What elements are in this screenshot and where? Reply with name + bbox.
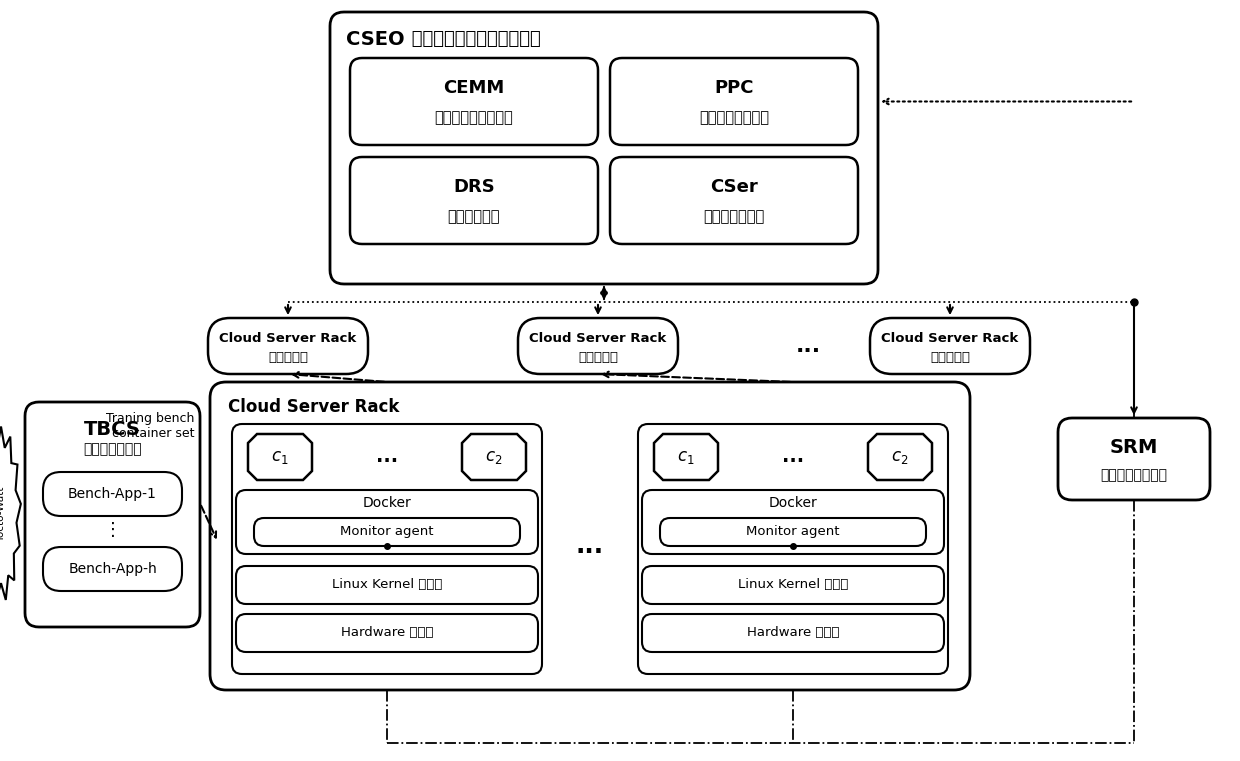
Text: TBCS: TBCS [84,420,141,439]
Text: 容器能耗模型管理器: 容器能耗模型管理器 [435,110,513,125]
Text: Traning bench
container set: Traning bench container set [105,412,193,440]
Text: ...: ... [795,336,821,356]
Text: 容器性能测试池: 容器性能测试池 [83,442,141,456]
FancyBboxPatch shape [642,490,944,554]
Polygon shape [0,426,21,600]
Text: 服务器资源监控器: 服务器资源监控器 [1101,469,1168,482]
Text: Cloud Server Rack: Cloud Server Rack [228,398,399,416]
FancyBboxPatch shape [330,12,878,284]
Text: $c_1$: $c_1$ [677,448,694,466]
FancyBboxPatch shape [232,424,542,674]
FancyBboxPatch shape [350,157,598,244]
FancyBboxPatch shape [1058,418,1210,500]
FancyBboxPatch shape [610,157,858,244]
FancyBboxPatch shape [236,490,538,554]
Text: Bench-App-h: Bench-App-h [68,562,157,576]
FancyBboxPatch shape [642,566,944,604]
Text: SRM: SRM [1110,438,1158,457]
Text: Linux Kernel 系统层: Linux Kernel 系统层 [738,578,848,591]
Text: 动态调整模块: 动态调整模块 [448,209,500,224]
Text: Docker: Docker [769,496,817,510]
Polygon shape [868,434,932,480]
Text: ...: ... [376,447,398,466]
Text: CSer: CSer [711,178,758,196]
FancyBboxPatch shape [642,614,944,652]
FancyBboxPatch shape [43,472,182,516]
Text: Cloud Server Rack: Cloud Server Rack [882,332,1018,345]
FancyBboxPatch shape [660,518,926,546]
Text: Cloud Server Rack: Cloud Server Rack [529,332,667,345]
Text: ...: ... [575,534,604,558]
Text: Docker: Docker [362,496,412,510]
Text: 容器调度决策器: 容器调度决策器 [703,209,765,224]
Text: 服务器机架: 服务器机架 [578,351,618,364]
Text: 能耗优化容器调度代理系统: 能耗优化容器调度代理系统 [405,30,541,48]
FancyBboxPatch shape [350,58,598,145]
FancyBboxPatch shape [518,318,678,374]
FancyBboxPatch shape [870,318,1030,374]
FancyBboxPatch shape [610,58,858,145]
Text: Monitor agent: Monitor agent [746,526,839,539]
Text: Hardware 硬件层: Hardware 硬件层 [746,626,839,639]
Text: Monitor agent: Monitor agent [340,526,434,539]
Text: $c_2$: $c_2$ [892,448,909,466]
Text: CSEO: CSEO [346,30,404,49]
Text: 服务器机架: 服务器机架 [930,351,970,364]
Text: Linux Kernel 系统层: Linux Kernel 系统层 [332,578,443,591]
Text: Hardware 硬件层: Hardware 硬件层 [341,626,433,639]
FancyBboxPatch shape [43,547,182,591]
Polygon shape [653,434,718,480]
Text: Bench-App-1: Bench-App-1 [68,487,157,501]
FancyBboxPatch shape [236,566,538,604]
Text: Cloud Server Rack: Cloud Server Rack [219,332,357,345]
FancyBboxPatch shape [236,614,538,652]
Text: $c_1$: $c_1$ [272,448,289,466]
FancyBboxPatch shape [210,382,970,690]
FancyBboxPatch shape [25,402,200,627]
Text: 容器能耗缓存模块: 容器能耗缓存模块 [699,110,769,125]
Text: ...: ... [782,447,804,466]
Text: DRS: DRS [453,178,495,196]
Text: 服务器机架: 服务器机架 [268,351,308,364]
Text: CEMM: CEMM [444,79,505,97]
Polygon shape [248,434,312,480]
FancyBboxPatch shape [208,318,368,374]
Text: $c_2$: $c_2$ [485,448,502,466]
Polygon shape [463,434,526,480]
Text: PPC: PPC [714,79,754,97]
FancyBboxPatch shape [639,424,949,674]
FancyBboxPatch shape [254,518,520,546]
Text: Yocto-Watt: Yocto-Watt [0,487,6,542]
Text: ⋮: ⋮ [103,521,122,539]
